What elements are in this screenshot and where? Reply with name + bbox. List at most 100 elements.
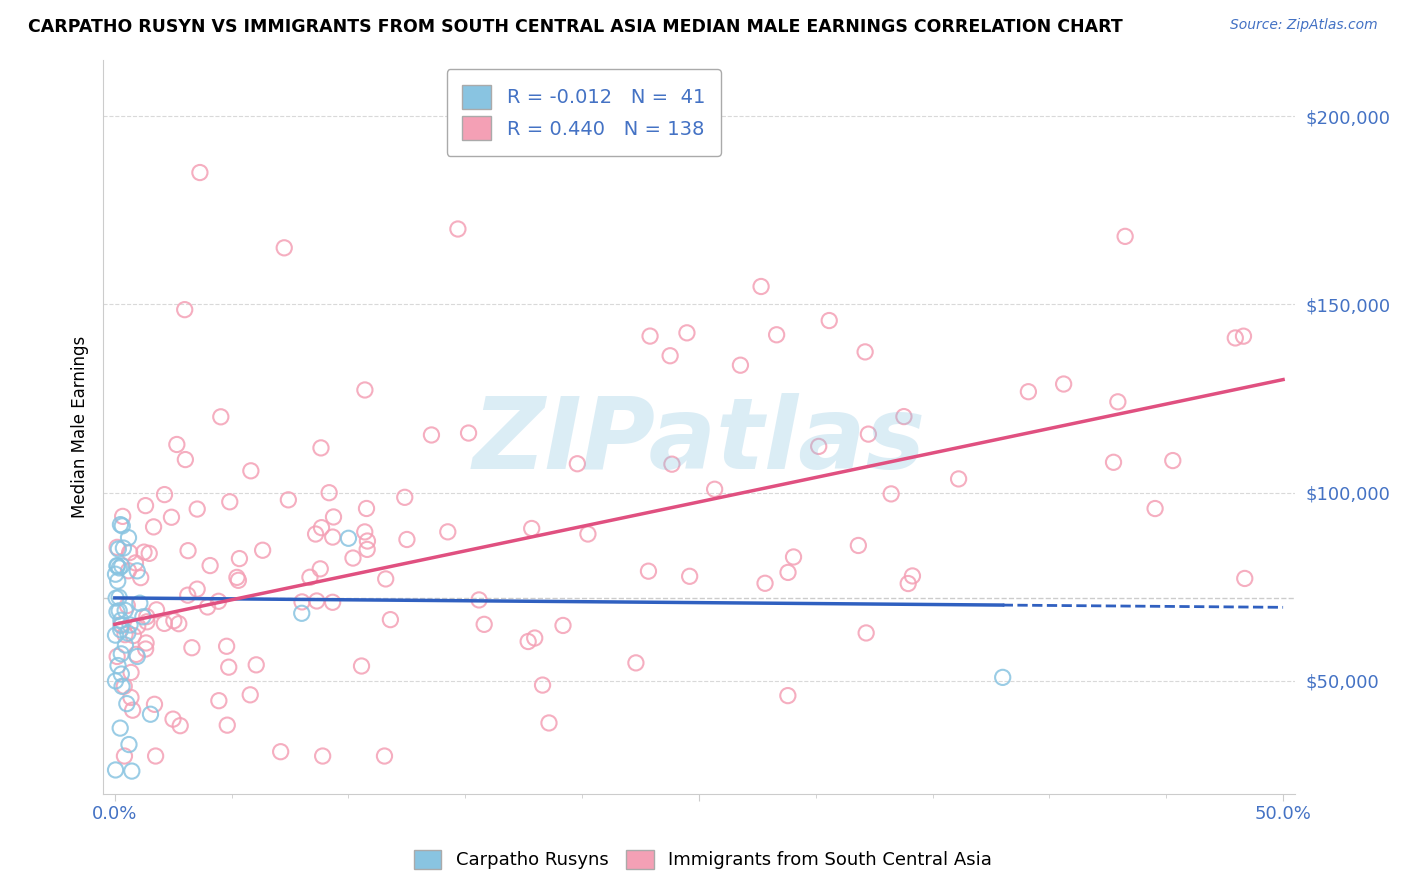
Point	[110, 623, 132, 637]
Point	[228, 574, 250, 588]
Point	[624, 656, 647, 670]
Point	[311, 749, 333, 764]
Point	[142, 520, 165, 534]
Point	[139, 707, 162, 722]
Point	[447, 222, 470, 236]
Point	[169, 719, 191, 733]
Point	[115, 697, 138, 711]
Point	[676, 326, 699, 340]
Point	[160, 510, 183, 524]
Point	[118, 545, 141, 559]
Point	[374, 572, 396, 586]
Point	[472, 617, 495, 632]
Point	[373, 749, 395, 764]
Point	[880, 487, 903, 501]
Point	[309, 441, 332, 455]
Point	[239, 464, 262, 478]
Point	[108, 591, 131, 605]
Point	[127, 564, 149, 578]
Point	[174, 452, 197, 467]
Point	[135, 642, 157, 657]
Point	[270, 745, 292, 759]
Point	[218, 495, 240, 509]
Point	[342, 551, 364, 566]
Point	[304, 527, 326, 541]
Point	[127, 619, 149, 633]
Point	[754, 576, 776, 591]
Point	[107, 574, 129, 588]
Point	[228, 551, 250, 566]
Point	[122, 629, 145, 643]
Point	[893, 409, 915, 424]
Point	[468, 593, 491, 607]
Point	[153, 487, 176, 501]
Point	[135, 499, 157, 513]
Point	[356, 501, 378, 516]
Point	[897, 576, 920, 591]
Point	[132, 610, 155, 624]
Point	[436, 524, 458, 539]
Point	[901, 569, 924, 583]
Point	[245, 657, 267, 672]
Point	[239, 688, 262, 702]
Point	[679, 569, 702, 583]
Point	[110, 617, 132, 632]
Point	[207, 594, 229, 608]
Point	[105, 558, 128, 573]
Point	[782, 549, 804, 564]
Point	[322, 510, 344, 524]
Point	[309, 562, 332, 576]
Point	[121, 703, 143, 717]
Point	[163, 614, 186, 628]
Point	[112, 679, 135, 693]
Point	[1144, 501, 1167, 516]
Point	[108, 604, 131, 618]
Point	[111, 558, 134, 573]
Point	[114, 603, 136, 617]
Point	[807, 439, 830, 453]
Point	[273, 241, 295, 255]
Point	[356, 542, 378, 557]
Point	[703, 482, 725, 496]
Point	[167, 616, 190, 631]
Point	[108, 721, 131, 735]
Y-axis label: Median Male Earnings: Median Male Earnings	[72, 335, 89, 517]
Point	[145, 603, 167, 617]
Point	[517, 634, 540, 648]
Legend: Carpatho Rusyns, Immigrants from South Central Asia: Carpatho Rusyns, Immigrants from South C…	[405, 841, 1001, 879]
Point	[520, 521, 543, 535]
Point	[1114, 229, 1136, 244]
Point	[311, 521, 333, 535]
Point	[118, 618, 141, 632]
Point	[1017, 384, 1039, 399]
Point	[198, 558, 221, 573]
Point	[730, 358, 752, 372]
Point	[776, 689, 799, 703]
Point	[117, 599, 139, 613]
Point	[125, 648, 148, 662]
Point	[551, 618, 574, 632]
Point	[143, 698, 166, 712]
Point	[162, 712, 184, 726]
Point	[853, 344, 876, 359]
Point	[1232, 329, 1254, 343]
Point	[354, 383, 377, 397]
Point	[117, 564, 139, 578]
Point	[166, 437, 188, 451]
Point	[110, 517, 132, 532]
Point	[132, 545, 155, 559]
Point	[107, 658, 129, 673]
Point	[135, 609, 157, 624]
Point	[855, 626, 877, 640]
Point	[749, 279, 772, 293]
Point	[110, 613, 132, 627]
Point	[356, 534, 378, 549]
Point	[105, 559, 128, 574]
Point	[318, 485, 340, 500]
Point	[217, 718, 239, 732]
Point	[661, 457, 683, 471]
Text: ZIPatlas: ZIPatlas	[472, 392, 925, 490]
Point	[153, 616, 176, 631]
Point	[337, 531, 360, 545]
Point	[322, 530, 344, 544]
